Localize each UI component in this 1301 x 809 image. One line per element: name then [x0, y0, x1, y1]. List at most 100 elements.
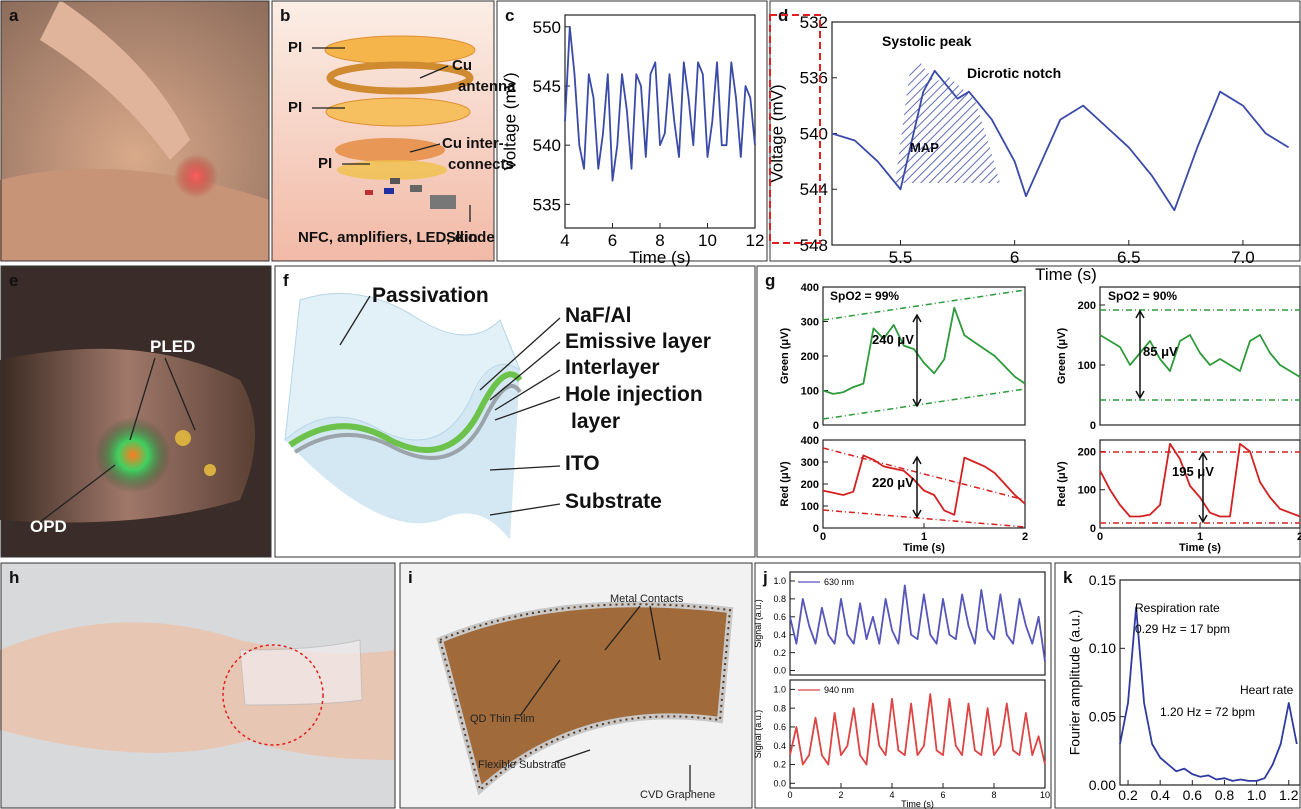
y-axis-label: Green (μV)	[779, 328, 791, 385]
diagram-label: CVD Graphene	[640, 789, 715, 801]
panel-letter: f	[283, 271, 289, 290]
y-tick-label: 0	[813, 523, 819, 535]
x-tick-label: 0	[787, 790, 792, 800]
annotation: 85 μV	[1143, 344, 1178, 359]
y-tick-label: 1.0	[773, 576, 786, 586]
y-tick-label: 535	[533, 195, 561, 214]
figure: abcdefghijkPICuantennaPICu inter-connect…	[0, 0, 1301, 809]
x-tick-label: 2	[838, 790, 843, 800]
diagram-label: NaF/Al	[565, 304, 632, 327]
y-tick-label: 400	[801, 282, 819, 294]
data-line	[1100, 444, 1300, 517]
annotation: Respiration rate	[1135, 601, 1220, 615]
y-tick-label: 0.15	[1089, 572, 1116, 588]
y-axis-label: Green (μV)	[1056, 328, 1068, 385]
x-axis-label: Time (s)	[901, 799, 934, 809]
y-tick-label: 0.8	[773, 703, 786, 713]
x-tick-label: 10	[698, 231, 717, 250]
y-tick-label: 536	[800, 69, 828, 88]
y-tick-label: 300	[801, 316, 819, 328]
data-line	[832, 71, 1289, 210]
panel-letter: e	[9, 271, 18, 290]
y-tick-label: 0	[1090, 523, 1096, 535]
data-line	[1100, 335, 1300, 377]
x-tick-label: 4	[560, 231, 569, 250]
annotation: Systolic peak	[882, 33, 972, 49]
diagram-label: Substrate	[565, 490, 662, 513]
y-tick-label: 0.6	[773, 722, 786, 732]
diagram-label: Skin	[446, 229, 478, 246]
y-tick-label: 0.4	[773, 741, 786, 751]
y-tick-label: 100	[801, 501, 819, 513]
x-tick-label: 0.8	[1215, 787, 1235, 803]
x-tick-label: 7.0	[1231, 248, 1255, 267]
diagram-label: Interlayer	[565, 356, 660, 379]
diagram-b	[272, 1, 494, 261]
y-axis-label: Fourier amplitude (a.u.)	[1066, 610, 1082, 756]
photo-h	[0, 563, 395, 808]
y-axis-label: Voltage (mV)	[501, 72, 520, 170]
plot-frame	[823, 440, 1025, 528]
y-tick-label: 544	[800, 180, 828, 199]
plot-frame	[790, 572, 1045, 675]
y-tick-label: 200	[1078, 300, 1096, 312]
x-tick-label: 4	[889, 790, 894, 800]
x-tick-label: 8	[991, 790, 996, 800]
annotation: Dicrotic notch	[967, 65, 1061, 81]
diagram-label: Metal Contacts	[610, 593, 684, 605]
x-tick-label: 1.2	[1279, 787, 1299, 803]
annotation: 0.29 Hz = 17 bpm	[1135, 622, 1230, 636]
annotation: 1.20 Hz = 72 bpm	[1160, 705, 1255, 719]
y-tick-label: 0	[813, 420, 819, 432]
x-tick-label: 6	[1010, 248, 1019, 267]
x-tick-label: 6	[608, 231, 617, 250]
panel-letter: k	[1063, 568, 1073, 587]
diagram-label: OPD	[30, 517, 67, 536]
diagram-label: layer	[571, 410, 620, 433]
x-tick-label: 0	[820, 531, 826, 543]
y-tick-label: 540	[533, 136, 561, 155]
y-tick-label: 200	[1078, 446, 1096, 458]
diagram-label: PI	[288, 99, 302, 116]
y-axis-label: Red (μV)	[1056, 461, 1068, 507]
panel-letter: j	[762, 568, 768, 587]
y-tick-label: 0.0	[773, 666, 786, 676]
y-tick-label: 100	[801, 385, 819, 397]
panel-letter: g	[765, 271, 775, 290]
y-tick-label: 550	[533, 18, 561, 37]
y-tick-label: 0.4	[773, 630, 786, 640]
diagram-label: QD Thin Film	[470, 713, 535, 725]
data-line	[790, 585, 1045, 661]
annotation: SpO2 = 99%	[830, 289, 899, 303]
annotation: 240 μV	[872, 332, 914, 347]
x-axis-label: Time (s)	[629, 248, 691, 267]
y-tick-label: 0.2	[773, 760, 786, 770]
y-tick-label: 0.2	[773, 648, 786, 658]
y-tick-label: 0.0	[773, 778, 786, 788]
plot-frame	[1100, 440, 1300, 528]
data-line	[790, 694, 1045, 764]
annotation: 195 μV	[1172, 464, 1214, 479]
diagram-label: PLED	[150, 337, 195, 356]
plot-frame	[565, 15, 755, 228]
data-line	[823, 455, 1025, 514]
annotation: 220 μV	[872, 475, 914, 490]
y-axis-label: Signal (a.u.)	[753, 599, 763, 648]
y-tick-label: 0.05	[1089, 709, 1116, 725]
y-axis-label: Red (μV)	[779, 461, 791, 507]
y-tick-label: 100	[1078, 485, 1096, 497]
diagram-label: Passivation	[372, 284, 489, 307]
x-axis-label: Time (s)	[903, 542, 945, 554]
data-line	[565, 27, 755, 181]
annotation: SpO2 = 90%	[1108, 289, 1177, 303]
plot-frame	[790, 680, 1045, 788]
y-tick-label: 300	[801, 457, 819, 469]
x-tick-label: 0.4	[1150, 787, 1170, 803]
legend-label: 940 nm	[824, 685, 854, 695]
photo-e	[0, 266, 271, 557]
y-tick-label: 548	[800, 236, 828, 255]
x-tick-label: 12	[746, 231, 765, 250]
x-tick-label: 0.6	[1183, 787, 1203, 803]
x-tick-label: 10	[1040, 790, 1050, 800]
y-axis-label: Signal (a.u.)	[753, 710, 763, 759]
